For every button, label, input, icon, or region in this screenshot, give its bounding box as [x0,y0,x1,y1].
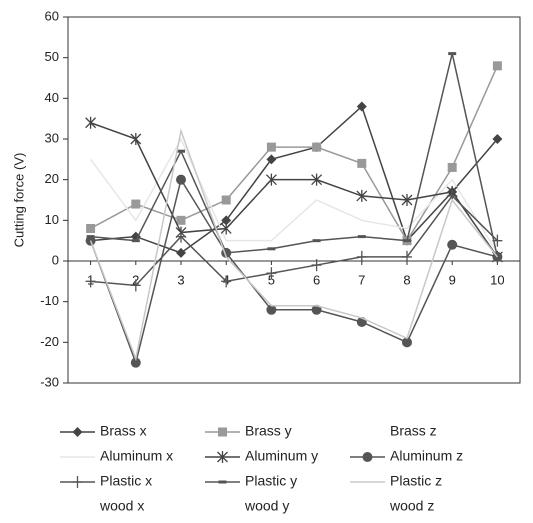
legend: Brass x Brass y Brass z Aluminum x Aluminum … [60,423,463,514]
legend-label: Aluminum y [245,448,318,464]
point [492,61,502,71]
point [266,267,277,280]
point [86,235,95,239]
y-tick-label: 60 [45,8,59,23]
point [402,250,412,263]
point [401,194,413,206]
x-tick-label: 8 [403,272,410,287]
point [176,215,186,225]
point [131,199,141,209]
point [218,480,227,484]
y-axis-label: Cutting force (V) [11,153,26,248]
legend-label: Aluminum x [100,448,173,464]
point [72,476,83,488]
y-tick-label: 10 [45,212,59,227]
legend-label: Plastic y [245,473,297,489]
y-tick-label: 40 [45,90,59,105]
point [362,452,373,462]
point [85,275,96,288]
point [447,239,458,250]
point [222,251,231,255]
legend-label: Brass y [245,423,292,439]
point [220,222,232,235]
point [221,275,232,288]
point [311,259,322,272]
point [221,195,231,205]
point [311,304,322,315]
point [448,52,457,56]
point [130,357,141,368]
y-tick-label: -30 [40,374,59,389]
point [130,279,141,292]
point [266,142,276,152]
point [447,162,457,172]
point [492,134,503,144]
point [356,101,367,112]
point [176,174,186,185]
point [131,239,140,243]
legend-label: Plastic x [100,473,152,489]
point [312,239,321,243]
point [218,427,227,437]
point [265,173,277,186]
legend-label: Aluminum z [390,448,463,464]
point [356,250,367,263]
point [493,255,502,259]
legend-label: Brass x [100,423,147,439]
point [402,337,412,348]
point [403,239,411,243]
point [357,235,366,239]
legend-label: Plastic z [390,473,442,489]
plot-frame [67,16,521,384]
y-tick-label: 20 [45,171,59,186]
y-tick-label: 0 [52,252,59,267]
y-tick-label: -10 [40,293,59,308]
x-tick-label: 7 [358,272,365,287]
series-line [89,177,498,366]
y-tick-label: 50 [45,49,59,64]
y-tick-label: -20 [40,334,59,349]
point [176,247,186,258]
legend-label: wood y [244,498,289,514]
point [177,149,185,153]
y-tick-label: 30 [45,130,59,145]
x-tick-label: 6 [313,272,320,287]
x-tick-label: 10 [490,272,504,287]
point [312,142,322,152]
series-line [90,194,498,287]
x-tick-label: 9 [449,272,456,287]
point [217,451,228,463]
point [72,427,83,437]
point [356,189,368,202]
point [86,223,96,233]
point [130,133,142,145]
point [311,173,323,186]
x-tick-label: 5 [268,272,275,287]
point [266,304,277,315]
series-line [89,137,499,254]
legend-label: wood z [389,498,434,514]
legend-label: wood x [99,498,144,514]
legend-label: Brass z [390,423,437,439]
point [176,230,186,243]
point [221,215,232,226]
series-line [89,128,498,362]
point [357,158,367,168]
point [266,154,277,165]
x-tick-label: 3 [177,272,184,287]
point [85,116,97,129]
series-line [90,122,499,258]
series-line [90,53,499,258]
point [267,247,276,251]
